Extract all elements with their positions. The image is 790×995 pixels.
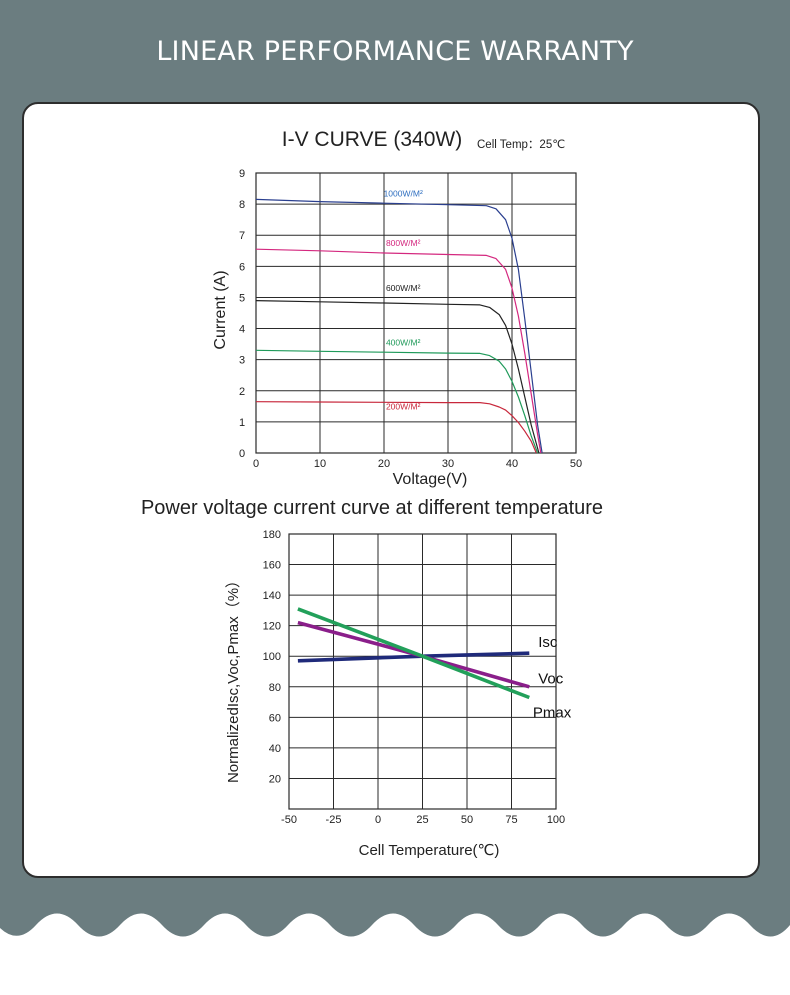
x-axis-label: Cell Temperature(℃): [359, 842, 500, 859]
chart-subtitle: Cell Temp：25℃: [477, 139, 565, 151]
y-tick-label: 80: [269, 682, 281, 694]
y-tick-label: 4: [239, 324, 245, 336]
series-line-400w-m-: [255, 349, 539, 454]
y-tick-label: 0: [239, 448, 245, 460]
chart-title: I-V CURVE (340W): [282, 128, 462, 151]
y-tick-label: 6: [239, 261, 245, 273]
x-tick-label: 50: [570, 458, 582, 470]
series-label: 800W/M²: [386, 238, 421, 248]
y-tick-label: 1: [239, 417, 245, 429]
x-tick-label: 100: [547, 814, 565, 826]
series-line-600w-m-: [255, 300, 540, 454]
y-tick-label: 120: [263, 621, 281, 633]
series-label: 400W/M²: [386, 338, 421, 348]
series-label: Isc: [538, 634, 558, 651]
series-line-pmax: [297, 607, 530, 700]
series-label: Voc: [538, 671, 564, 688]
y-tick-label: 9: [239, 168, 245, 180]
x-tick-label: 50: [461, 814, 473, 826]
y-tick-label: 100: [263, 651, 281, 663]
x-tick-label: 0: [253, 458, 259, 470]
series-line-200w-m-: [255, 401, 537, 454]
x-tick-label: -25: [326, 814, 342, 826]
series-line-1000w-m-: [255, 198, 543, 454]
series-label: 1000W/M²: [384, 188, 423, 198]
x-tick-label: -50: [281, 814, 297, 826]
x-tick-label: 25: [416, 814, 428, 826]
x-tick-label: 40: [506, 458, 518, 470]
x-tick-label: 0: [375, 814, 381, 826]
y-tick-label: 20: [269, 773, 281, 785]
y-axis-label: NormalizedIsc,Voc,Pmax（%）: [225, 573, 242, 783]
y-tick-label: 40: [269, 743, 281, 755]
series-label: 200W/M²: [386, 401, 421, 411]
chart-card: [22, 102, 760, 878]
y-tick-label: 60: [269, 712, 281, 724]
x-tick-label: 75: [505, 814, 517, 826]
page-title: LINEAR PERFORMANCE WARRANTY: [156, 36, 634, 67]
y-tick-label: 2: [239, 386, 245, 398]
y-tick-label: 180: [263, 529, 281, 541]
y-axis-label: Current (A): [212, 270, 229, 349]
y-tick-label: 3: [239, 355, 245, 367]
y-tick-label: 160: [263, 560, 281, 572]
y-tick-label: 140: [263, 590, 281, 602]
plot-frame: [288, 533, 557, 810]
x-axis-label: Voltage(V): [393, 471, 468, 488]
x-tick-label: 10: [314, 458, 326, 470]
y-tick-label: 8: [239, 199, 245, 211]
y-tick-label: 7: [239, 230, 245, 242]
chart-title: Power voltage current curve at different…: [141, 497, 603, 519]
series-label: Pmax: [533, 704, 572, 721]
x-tick-label: 20: [378, 458, 390, 470]
series-label: 600W/M²: [386, 283, 421, 293]
series-line-800w-m-: [255, 248, 542, 454]
y-tick-label: 5: [239, 292, 245, 304]
x-tick-label: 30: [442, 458, 454, 470]
plot-frame: [255, 172, 577, 454]
